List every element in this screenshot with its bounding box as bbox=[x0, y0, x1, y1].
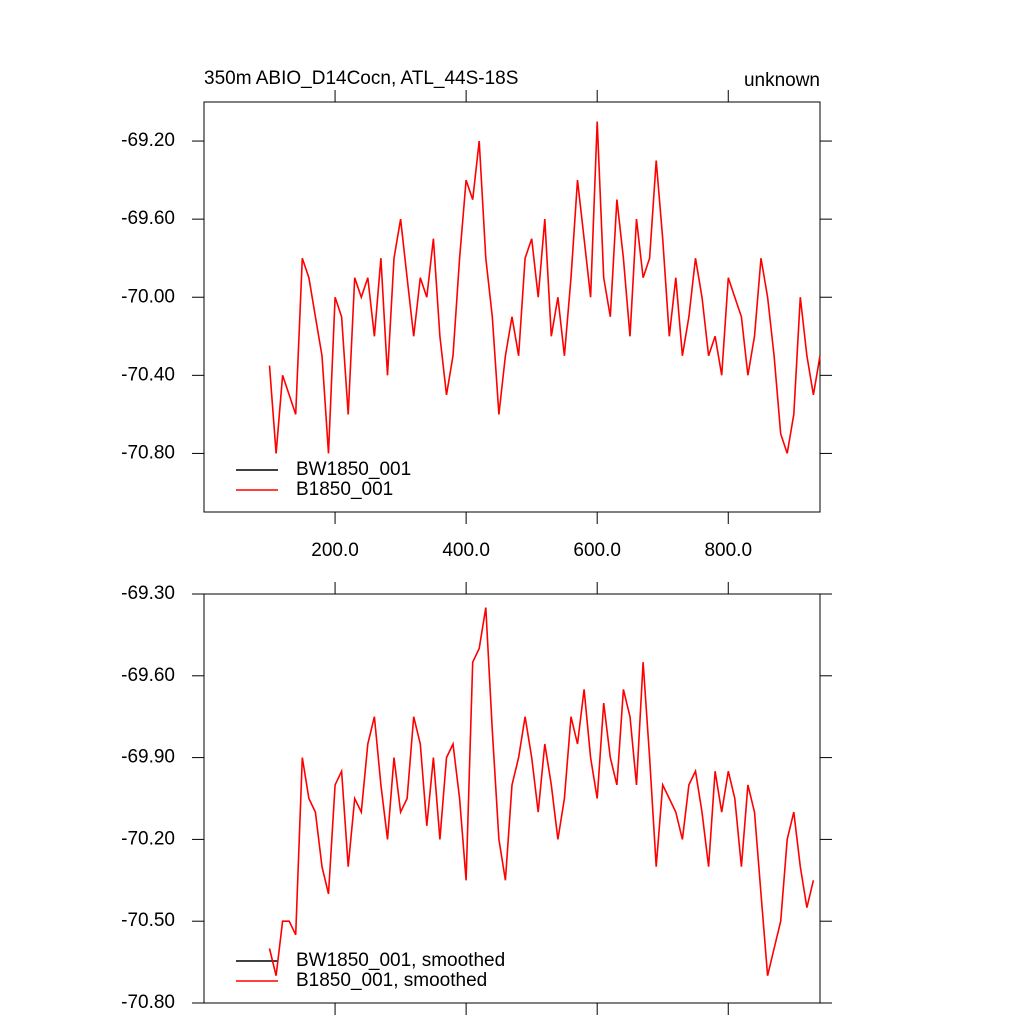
plot-frame bbox=[203, 593, 821, 1004]
y-tick-label: -69.30 bbox=[121, 583, 175, 604]
series-line bbox=[268, 607, 815, 976]
x-tick-label: 800.0 bbox=[704, 540, 752, 561]
y-tick-label: -69.20 bbox=[121, 130, 175, 151]
legend-label: BW1850_001 bbox=[296, 459, 411, 480]
plot-frame bbox=[203, 101, 821, 513]
chart-subtitle: unknown bbox=[744, 70, 820, 91]
y-tick-label: -70.50 bbox=[121, 910, 175, 931]
x-tick-label: 200.0 bbox=[311, 540, 359, 561]
y-tick-label: -69.60 bbox=[121, 208, 175, 229]
legend-label: B1850_001, smoothed bbox=[296, 970, 487, 991]
y-tick-label: -70.20 bbox=[121, 828, 175, 849]
y-tick-label: -70.80 bbox=[121, 992, 175, 1013]
y-tick-label: -70.40 bbox=[121, 364, 175, 385]
series-line bbox=[268, 121, 821, 454]
chart-title: 350m ABIO_D14Cocn, ATL_44S-18S bbox=[204, 68, 518, 89]
y-tick-label: -69.60 bbox=[121, 665, 175, 686]
y-tick-label: -69.90 bbox=[121, 747, 175, 768]
legend-label: BW1850_001, smoothed bbox=[296, 950, 505, 971]
y-tick-label: -70.00 bbox=[121, 286, 175, 307]
x-tick-label: 600.0 bbox=[573, 540, 621, 561]
x-tick-label: 400.0 bbox=[442, 540, 490, 561]
legend-label: B1850_001 bbox=[296, 479, 393, 500]
y-tick-label: -70.80 bbox=[121, 442, 175, 463]
